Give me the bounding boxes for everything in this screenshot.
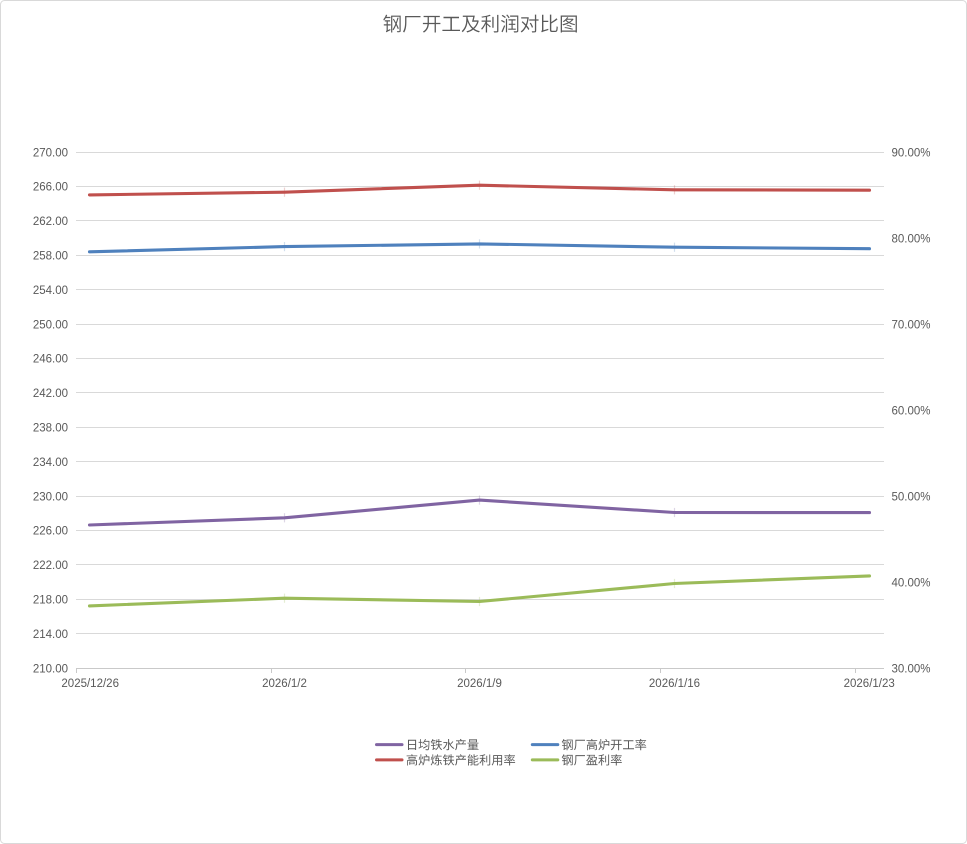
svg-text:2026/1/23: 2026/1/23 — [844, 678, 895, 690]
svg-text:254.00: 254.00 — [33, 285, 68, 297]
svg-text:90.00%: 90.00% — [892, 147, 931, 159]
svg-text:270.00: 270.00 — [33, 147, 68, 159]
svg-text:210.00: 210.00 — [33, 663, 68, 675]
svg-text:70.00%: 70.00% — [892, 319, 931, 331]
svg-text:234.00: 234.00 — [33, 457, 68, 469]
svg-text:80.00%: 80.00% — [892, 233, 931, 245]
svg-text:2025/12/26: 2025/12/26 — [61, 678, 119, 690]
svg-text:2026/1/2: 2026/1/2 — [262, 678, 307, 690]
svg-text:40.00%: 40.00% — [892, 577, 931, 589]
svg-text:2026/1/9: 2026/1/9 — [457, 678, 502, 690]
svg-text:218.00: 218.00 — [33, 595, 68, 607]
svg-text:226.00: 226.00 — [33, 526, 68, 538]
svg-text:60.00%: 60.00% — [892, 405, 931, 417]
svg-text:230.00: 230.00 — [33, 491, 68, 503]
svg-text:50.00%: 50.00% — [892, 491, 931, 503]
svg-text:214.00: 214.00 — [33, 629, 68, 641]
svg-text:262.00: 262.00 — [33, 216, 68, 228]
svg-text:266.00: 266.00 — [33, 182, 68, 194]
svg-text:30.00%: 30.00% — [892, 663, 931, 675]
svg-text:222.00: 222.00 — [33, 560, 68, 572]
svg-text:2026/1/16: 2026/1/16 — [649, 678, 700, 690]
svg-text:242.00: 242.00 — [33, 388, 68, 400]
svg-text:238.00: 238.00 — [33, 423, 68, 435]
svg-text:250.00: 250.00 — [33, 319, 68, 331]
svg-text:258.00: 258.00 — [33, 251, 68, 263]
svg-text:246.00: 246.00 — [33, 354, 68, 366]
